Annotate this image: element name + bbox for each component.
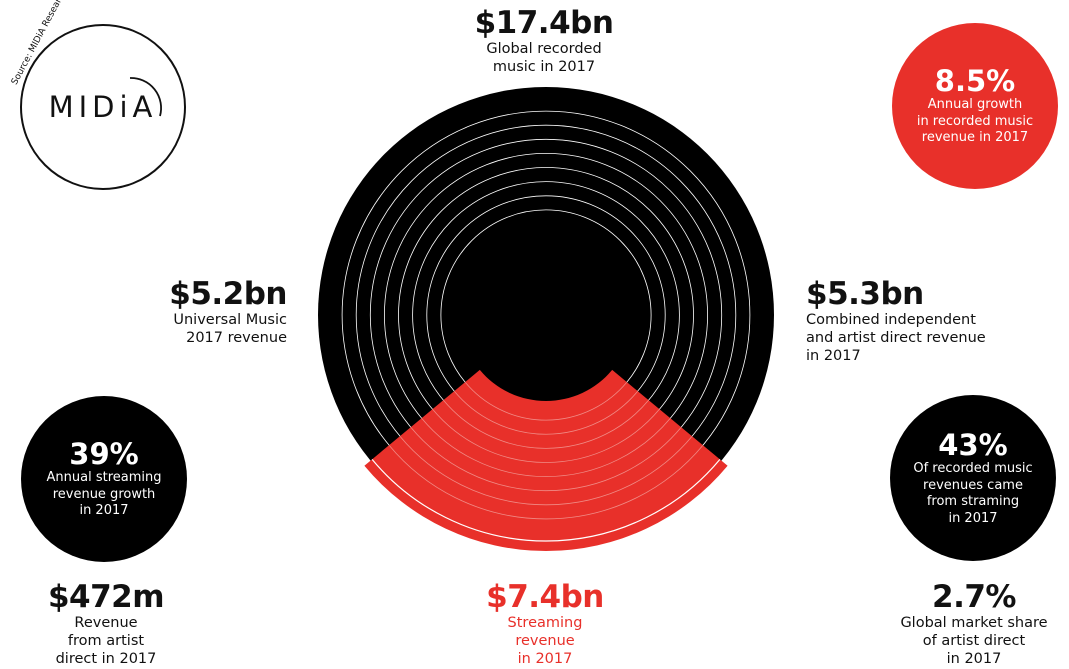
- streaming-growth-line3: in 2017: [79, 503, 129, 519]
- streaming-wedge-groove: [464, 381, 628, 421]
- streaming-wedge-rim: [371, 458, 721, 542]
- independent-value: $5.3bn: [806, 276, 924, 312]
- independent-line1: Combined independent: [806, 312, 976, 328]
- streaming-wedge-shape: [364, 369, 728, 551]
- artist-direct-share-line2: of artist direct: [922, 633, 1026, 649]
- independent-line2: and artist direct revenue: [806, 330, 986, 346]
- annual-growth-line2: in recorded music: [916, 113, 1034, 129]
- midia-logo: MIDiA: [20, 24, 186, 190]
- global-recorded-block: $17.4bn Global recorded music in 2017: [424, 6, 664, 76]
- global-recorded-line1: Global recorded: [486, 41, 602, 57]
- annual-growth-bubble: 8.5% Annual growth in recorded music rev…: [892, 23, 1058, 189]
- streaming-growth-line1: Annual streaming: [46, 470, 162, 486]
- artist-direct-revenue-line2: from artist: [67, 633, 145, 649]
- streaming-wedge-groove: [410, 426, 682, 492]
- artist-direct-revenue-line3: direct in 2017: [55, 651, 157, 667]
- streaming-growth-bubble: 39% Annual streaming revenue growth in 2…: [21, 396, 187, 562]
- logo-arc-icon: [129, 77, 162, 117]
- streaming-revenue-line3: in 2017: [517, 651, 573, 667]
- artist-direct-share-line3: in 2017: [946, 651, 1002, 667]
- annual-growth-line3: revenue in 2017: [921, 130, 1029, 146]
- streaming-wedge: [364, 369, 728, 551]
- independent-line3: in 2017: [806, 348, 861, 364]
- streaming-revenue-block: $7.4bn Streaming revenue in 2017: [445, 580, 645, 668]
- streaming-revenue-value: $7.4bn: [486, 579, 604, 615]
- vinyl-record: [318, 87, 774, 551]
- streaming-revenue-line1: Streaming: [507, 615, 583, 631]
- streaming-share-bubble: 43% Of recorded music revenues came from…: [890, 395, 1056, 561]
- artist-direct-revenue-block: $472m Revenue from artist direct in 2017: [6, 580, 206, 668]
- artist-direct-share-block: 2.7% Global market share of artist direc…: [874, 580, 1069, 668]
- streaming-share-line3: from straming: [926, 494, 1020, 509]
- streaming-revenue-line2: revenue: [515, 633, 575, 649]
- global-recorded-value: $17.4bn: [474, 5, 614, 41]
- streaming-share-value: 43%: [938, 428, 1008, 462]
- global-recorded-line2: music in 2017: [492, 59, 596, 75]
- universal-line1: Universal Music: [173, 312, 287, 328]
- logo-text: MIDiA: [48, 90, 158, 124]
- streaming-growth-value: 39%: [69, 437, 139, 472]
- streaming-wedge-groove: [443, 399, 649, 449]
- streaming-wedge-groove: [453, 390, 639, 435]
- universal-value: $5.2bn: [169, 276, 287, 312]
- streaming-share-line2: revenues came: [923, 477, 1023, 493]
- streaming-share-line4: in 2017: [948, 510, 998, 526]
- streaming-growth-line2: revenue growth: [52, 486, 156, 502]
- artist-direct-revenue-line1: Revenue: [74, 615, 138, 631]
- artist-direct-share-value: 2.7%: [932, 579, 1016, 615]
- independent-block: $5.3bn Combined independent and artist d…: [806, 277, 1026, 365]
- artist-direct-revenue-value: $472m: [47, 579, 165, 615]
- universal-line2: 2017 revenue: [186, 330, 287, 346]
- streaming-wedge-groove: [399, 435, 693, 506]
- streaming-wedge-groove: [388, 444, 704, 520]
- streaming-share-line1: Of recorded music: [913, 461, 1033, 476]
- artist-direct-share-line1: Global market share: [900, 615, 1048, 631]
- annual-growth-line1: Annual growth: [927, 97, 1023, 113]
- universal-block: $5.2bn Universal Music 2017 revenue: [100, 277, 287, 347]
- streaming-wedge-groove: [432, 408, 660, 463]
- streaming-wedge-groove: [421, 417, 671, 477]
- annual-growth-value: 8.5%: [934, 64, 1016, 99]
